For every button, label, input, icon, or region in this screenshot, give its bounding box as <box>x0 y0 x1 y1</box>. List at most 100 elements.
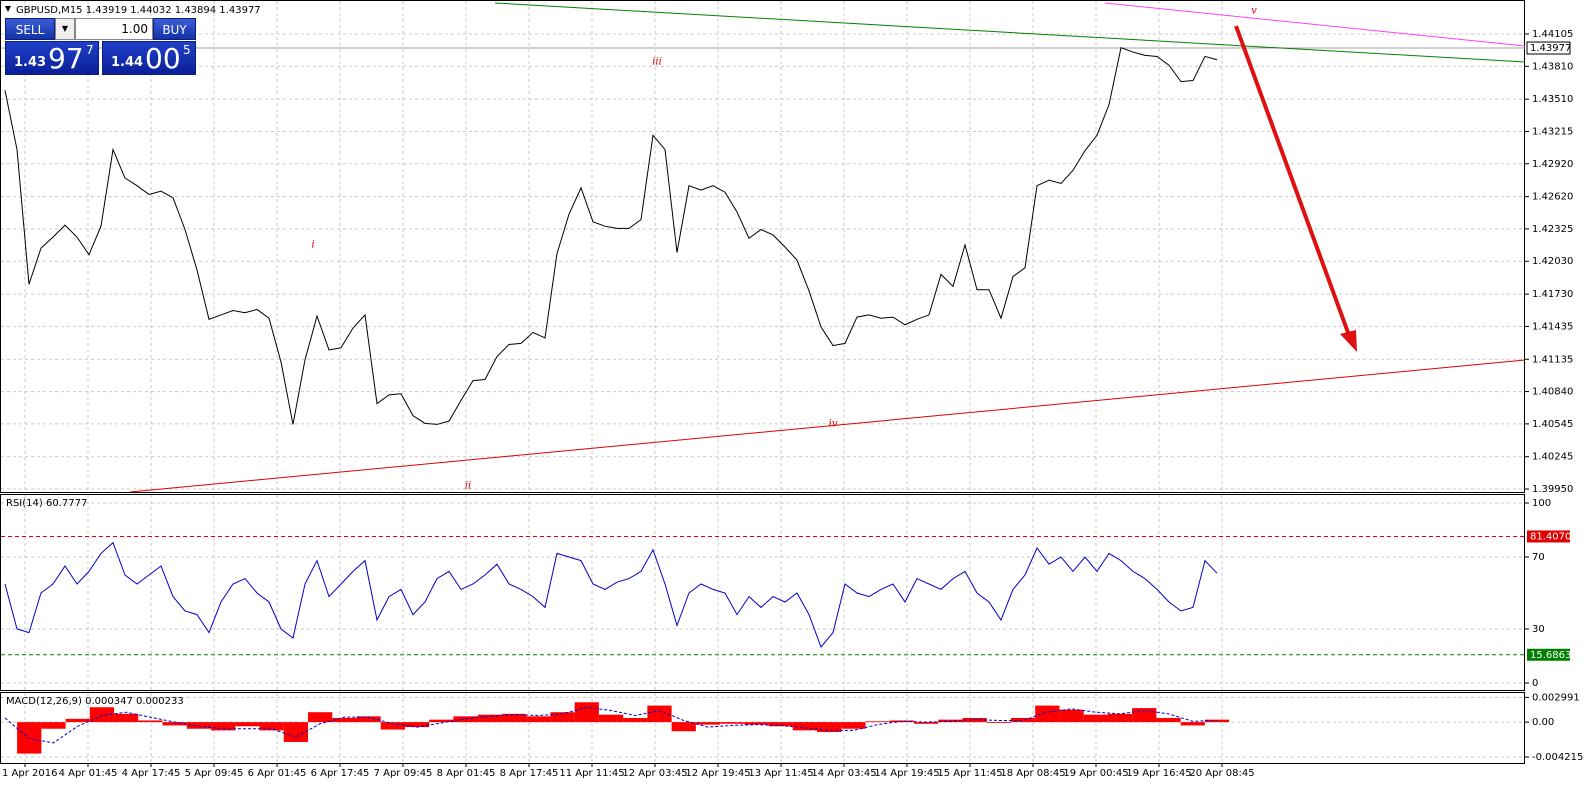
sell-button[interactable]: SELL <box>5 18 55 40</box>
x-tick-label: 7 Apr 09:45 <box>374 768 433 779</box>
macd-bar <box>647 705 672 723</box>
macd-bar <box>477 714 502 723</box>
buy-button[interactable]: BUY <box>153 18 196 40</box>
x-tick-label: 12 Apr 19:45 <box>685 768 750 779</box>
x-tick-label: 5 Apr 09:45 <box>185 768 244 779</box>
y-tick-label: 1.41435 <box>1532 321 1573 332</box>
macd-bar <box>986 722 1011 723</box>
macd-bar <box>429 719 454 723</box>
y-tick-label: 0.002991 <box>1532 692 1580 703</box>
macd-bar <box>841 722 866 729</box>
macd-bar <box>817 722 842 733</box>
macd-bar <box>501 713 527 723</box>
macd-bar <box>211 722 236 731</box>
macd-bar <box>550 712 575 723</box>
level-label: 81.4070 <box>1530 531 1571 542</box>
y-tick-label: 1.39950 <box>1532 484 1573 495</box>
macd-bar <box>623 717 648 723</box>
ask-quote[interactable]: 1.44 00 5 <box>102 41 196 75</box>
bid-sup: 7 <box>86 43 94 57</box>
level-label-box <box>1527 648 1570 661</box>
trend-line <box>1104 2 1526 47</box>
x-tick-label: 13 Apr 11:45 <box>748 768 813 779</box>
macd-bar <box>162 722 187 726</box>
macd-bar <box>138 720 163 723</box>
price-line <box>4 47 1218 425</box>
wave-label: iv <box>829 419 838 430</box>
one-click-trading: SELL ▼ 1.00 BUY 1.43 97 7 1.44 00 5 <box>5 18 196 75</box>
macd-bar <box>1156 717 1181 723</box>
macd-bar <box>1010 717 1036 723</box>
trend-line <box>494 2 1526 63</box>
macd-bar <box>865 721 890 723</box>
y-tick-label: 1.40545 <box>1532 419 1573 430</box>
indicator-title: RSI(14) 60.7777 <box>6 498 87 509</box>
volume-dropdown[interactable]: ▼ <box>55 18 75 40</box>
x-tick-label: 8 Apr 17:45 <box>500 768 559 779</box>
y-tick-label: 0 <box>1532 678 1538 689</box>
macd-bar <box>380 722 405 730</box>
volume-input[interactable]: 1.00 <box>75 18 153 40</box>
macd-bar <box>695 722 721 725</box>
bid-label-box <box>1526 41 1571 55</box>
ask-sup: 5 <box>183 43 191 57</box>
macd-bar <box>308 712 333 723</box>
y-tick-label: 70 <box>1532 552 1545 563</box>
level-label: 15.6863 <box>1530 650 1571 661</box>
macd-bar <box>1035 705 1060 723</box>
macd-bar <box>65 718 90 723</box>
wave-label: ii <box>465 481 471 492</box>
x-tick-label: 1 Apr 2016 <box>2 768 57 779</box>
macd-bar <box>1059 709 1084 723</box>
macd-bar <box>283 722 308 742</box>
x-tick-label: 4 Apr 01:45 <box>59 768 118 779</box>
collapse-icon <box>5 6 11 12</box>
x-tick-label: 19 Apr 00:45 <box>1063 768 1128 779</box>
macd-bar <box>914 722 939 724</box>
y-tick-label: 1.41730 <box>1532 289 1573 300</box>
wave-label: iii <box>652 57 662 68</box>
bid-quote[interactable]: 1.43 97 7 <box>5 41 99 75</box>
x-tick-label: 12 Apr 03:45 <box>622 768 687 779</box>
macd-bar <box>1180 722 1205 726</box>
x-tick-label: 20 Apr 08:45 <box>1189 768 1254 779</box>
price-panel <box>0 0 1525 493</box>
y-tick-label: -0.004215 <box>1532 752 1583 763</box>
y-tick-label: 100 <box>1532 498 1551 509</box>
level-label-box <box>1527 530 1570 543</box>
wave-label: i <box>311 240 314 251</box>
macd-bar <box>17 722 42 754</box>
trend-line <box>129 359 1526 493</box>
macd-bar <box>598 714 624 723</box>
indicator-title: MACD(12,26,9) 0.000347 0.000233 <box>6 696 184 707</box>
macd-bar <box>235 722 260 727</box>
x-tick-label: 15 Apr 11:45 <box>937 768 1002 779</box>
y-tick-label: 0.00 <box>1532 717 1554 728</box>
signal-line <box>4 706 1218 744</box>
y-tick-label: 1.42030 <box>1532 256 1573 267</box>
ask-prefix: 1.44 <box>111 55 144 70</box>
macd-bar <box>671 722 696 732</box>
x-tick-label: 14 Apr 19:45 <box>874 768 939 779</box>
wave-label: v <box>1251 6 1257 17</box>
macd-bar <box>574 702 599 723</box>
y-tick-label: 1.42325 <box>1532 224 1573 235</box>
y-tick-label: 1.41135 <box>1532 354 1573 365</box>
y-tick-label: 30 <box>1532 624 1545 635</box>
arrow-head <box>1340 330 1357 352</box>
y-tick-label: 1.40245 <box>1532 452 1573 463</box>
y-tick-label: 1.44105 <box>1532 29 1573 40</box>
x-tick-label: 6 Apr 01:45 <box>248 768 307 779</box>
x-tick-label: 19 Apr 16:45 <box>1126 768 1191 779</box>
rsi-panel <box>0 494 1525 691</box>
macd-panel <box>0 692 1525 764</box>
macd-bar <box>1083 714 1108 723</box>
bid-big: 97 <box>48 42 84 75</box>
macd-bar <box>332 717 357 723</box>
macd-bar <box>41 722 66 729</box>
bid-label: 1.43977 <box>1530 43 1571 54</box>
y-tick-label: 1.43810 <box>1532 61 1573 72</box>
y-tick-label: 1.43215 <box>1532 126 1573 137</box>
